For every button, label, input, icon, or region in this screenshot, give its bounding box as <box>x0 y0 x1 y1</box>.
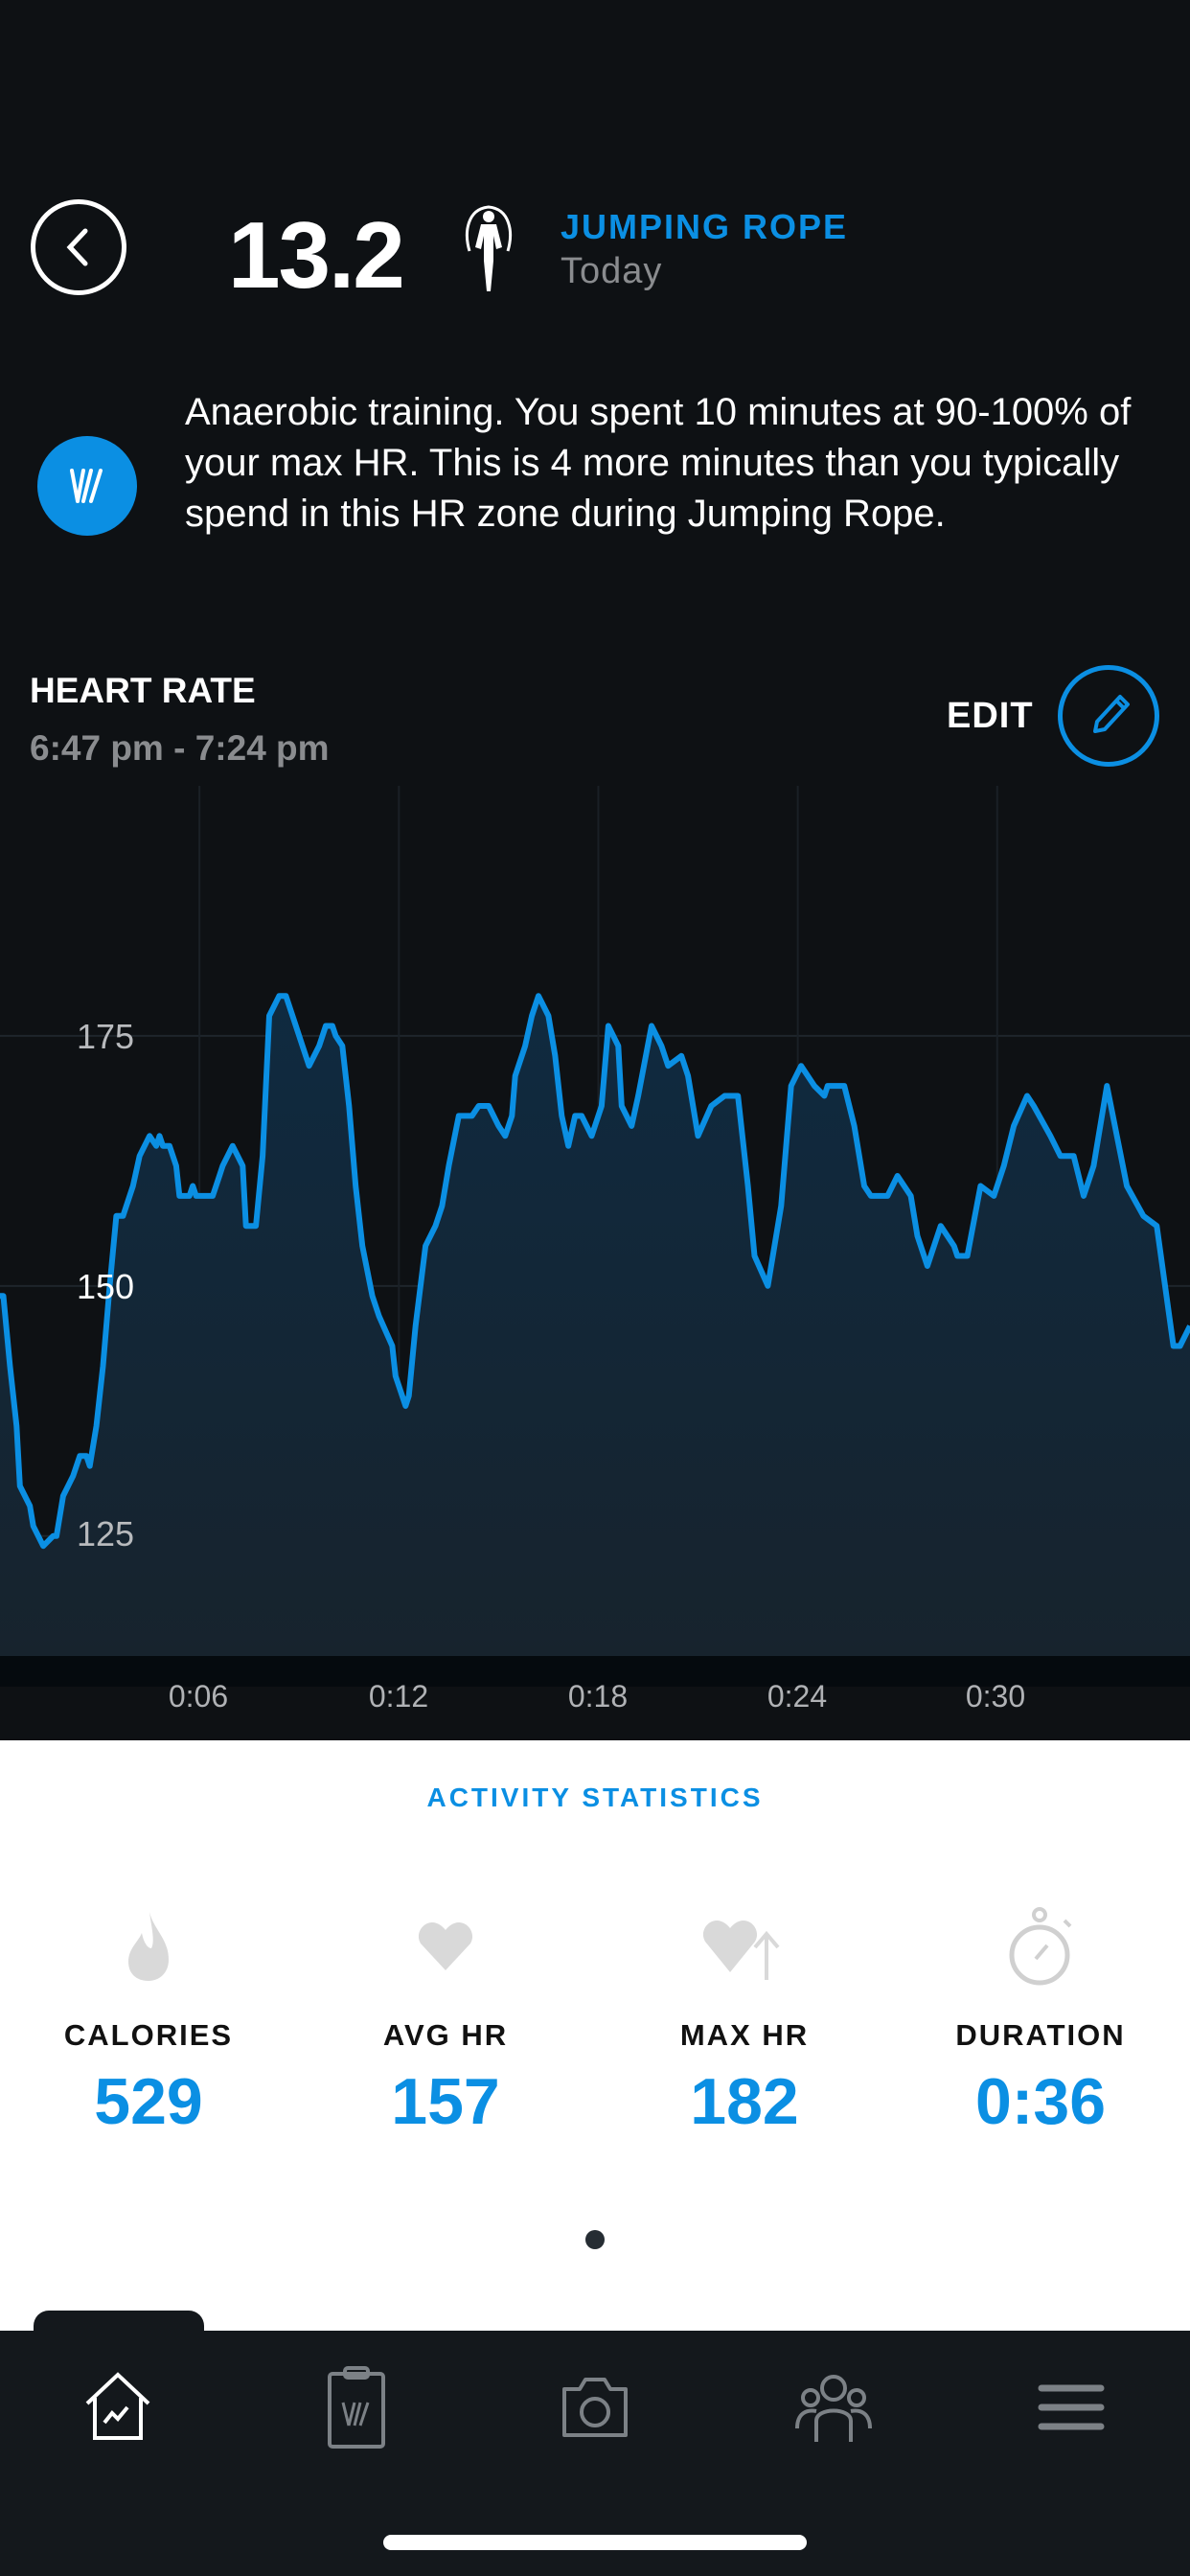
nav-menu[interactable] <box>1014 2359 1129 2455</box>
stat-value: 182 <box>690 2065 799 2138</box>
stat-label: DURATION <box>955 2018 1126 2052</box>
x-tick-0-06: 0:06 <box>168 1679 229 1714</box>
flame-icon <box>128 1912 169 1981</box>
strain-score: 13.2 <box>228 202 405 308</box>
chart-baseline-band <box>0 1656 1190 1687</box>
x-tick-0-24: 0:24 <box>767 1679 828 1714</box>
activity-date: Today <box>561 251 663 291</box>
chevron-left-icon <box>66 228 88 266</box>
heart-icon <box>418 1922 473 1970</box>
x-tick-0-18: 0:18 <box>567 1679 629 1714</box>
stats-title: ACTIVITY STATISTICS <box>426 1782 764 1812</box>
heart-rate-chart <box>0 786 1190 1687</box>
camera-icon <box>562 2378 628 2437</box>
menu-icon <box>1038 2384 1105 2430</box>
pencil-icon <box>1093 695 1130 733</box>
heart-rate-title: HEART RATE <box>30 671 256 710</box>
stat-value: 0:36 <box>974 2065 1107 2138</box>
y-tick-125: 125 <box>77 1514 135 1553</box>
jump-rope-icon <box>466 205 512 291</box>
home-indicator[interactable] <box>383 2535 807 2550</box>
stat-label: AVG HR <box>382 2018 509 2052</box>
y-tick-150: 150 <box>77 1267 135 1306</box>
heart-rate-line <box>0 993 1190 1550</box>
insight-text: Anaerobic training. You spent 10 minutes… <box>185 391 1132 535</box>
community-icon <box>795 2375 872 2442</box>
heart-rate-time-range: 6:47 pm - 7:24 pm <box>30 728 330 768</box>
stat-value: 157 <box>391 2065 500 2138</box>
nav-community[interactable] <box>776 2359 891 2455</box>
activity-name: JUMPING ROPE <box>561 207 849 246</box>
back-button[interactable] <box>31 199 126 295</box>
nav-home[interactable] <box>60 2359 175 2455</box>
stat-label: MAX HR <box>679 2018 810 2052</box>
edit-label[interactable]: EDIT <box>947 696 1034 736</box>
heart-up-icon <box>702 1920 780 1980</box>
edit-button[interactable] <box>1058 665 1159 767</box>
page-indicator-dot[interactable] <box>585 2230 605 2249</box>
x-tick-0-30: 0:30 <box>965 1679 1026 1714</box>
nav-camera[interactable] <box>538 2359 652 2455</box>
stat-duration: DURATION 0:36 <box>897 1903 1184 2139</box>
stat-value: 529 <box>94 2065 203 2138</box>
stat-calories: CALORIES 529 <box>5 1903 292 2139</box>
journal-icon <box>328 2366 385 2449</box>
stat-avg-hr: AVG HR 157 <box>302 1903 589 2139</box>
whoop-coach-icon <box>37 436 137 536</box>
heart-rate-area <box>0 996 1190 1656</box>
stat-max-hr: MAX HR 182 <box>601 1903 888 2139</box>
x-tick-0-12: 0:12 <box>368 1679 429 1714</box>
nav-journal[interactable] <box>299 2359 414 2455</box>
home-icon <box>85 2372 150 2440</box>
y-tick-175: 175 <box>77 1017 135 1056</box>
activity-statistics: ACTIVITY STATISTICS CALORIES 529 AVG HR … <box>0 1740 1190 2331</box>
stopwatch-icon <box>1009 1907 1072 1986</box>
stat-label: CALORIES <box>63 2018 234 2052</box>
